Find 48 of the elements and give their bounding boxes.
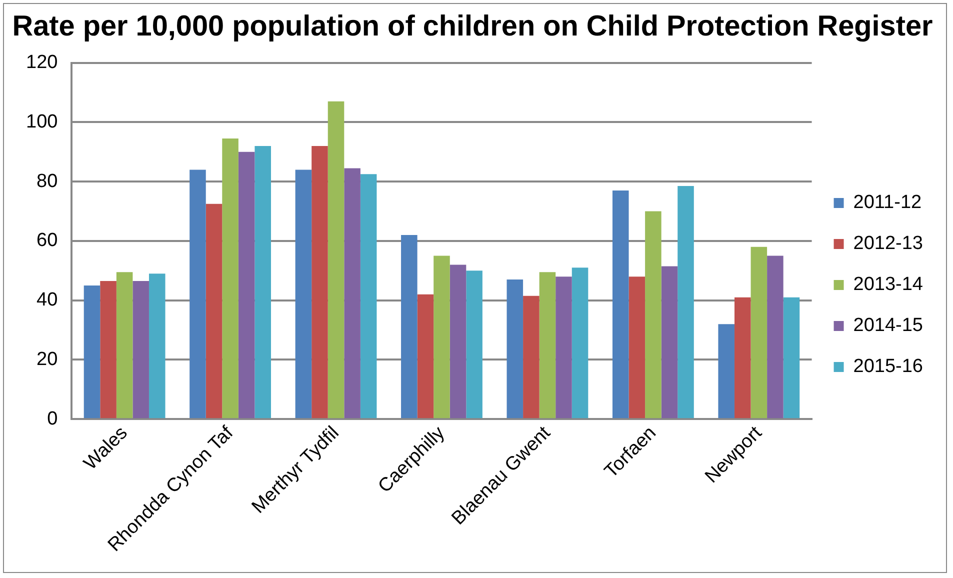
bar: [661, 266, 678, 418]
y-tick-label: 80: [36, 170, 58, 192]
bar: [295, 170, 312, 418]
bar: [116, 272, 133, 418]
bar: [190, 170, 206, 418]
bar: [628, 276, 646, 418]
y-tick-label: 0: [47, 408, 58, 430]
bar: [612, 190, 629, 418]
bar: [556, 276, 572, 418]
bar: [434, 256, 450, 418]
legend-label: 2015-16: [853, 356, 924, 378]
bar: [572, 268, 588, 418]
bar: [734, 297, 751, 418]
bar: [132, 281, 149, 418]
bar: [750, 246, 768, 418]
bar: [222, 138, 238, 418]
bar: [328, 101, 344, 418]
bar: [523, 296, 540, 418]
bar: [401, 235, 418, 418]
bar: [148, 274, 166, 418]
legend-label: 2013-14: [853, 274, 924, 296]
bar: [206, 204, 222, 418]
bar: [344, 168, 360, 418]
bar: [678, 186, 694, 418]
bar: [312, 146, 328, 418]
bar: [450, 264, 466, 418]
bar: [238, 152, 255, 418]
bar: [84, 286, 100, 418]
bar: [783, 297, 800, 418]
bar: [767, 256, 784, 418]
legend-label: 2011-12: [853, 192, 922, 214]
y-tick-label: 60: [36, 230, 58, 252]
legend-label: 2012-13: [853, 233, 924, 254]
y-tick-label: 120: [26, 52, 58, 74]
bar: [254, 146, 271, 418]
bar: [417, 294, 434, 418]
bar: [539, 272, 556, 418]
y-tick-label: 40: [36, 290, 58, 311]
legend-label: 2014-15: [853, 315, 924, 336]
bar: [645, 211, 662, 418]
y-tick-label: 100: [26, 111, 58, 132]
bar: [360, 174, 377, 418]
bar: [718, 324, 734, 418]
bar: [506, 280, 524, 418]
bar: [100, 281, 116, 418]
y-tick-label: 20: [36, 348, 58, 370]
chart-title: Rate per 10,000 population of children on Child Protection Register: [12, 10, 933, 42]
bar: [466, 270, 482, 418]
